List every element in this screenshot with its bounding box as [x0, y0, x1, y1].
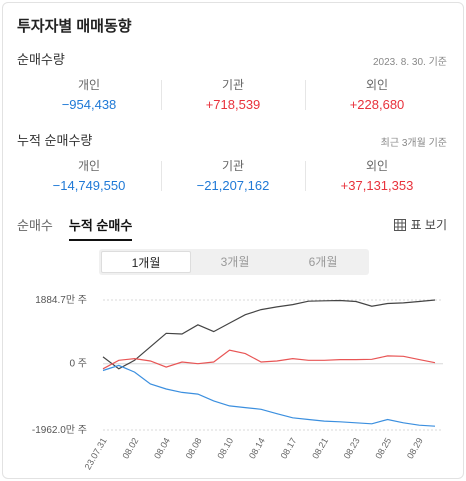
table-view-label: 표 보기 [410, 218, 447, 232]
cum-institution-value: −21,207,162 [196, 178, 270, 193]
x-tick-label: 08.08 [184, 436, 204, 461]
x-tick-label: 08.25 [373, 436, 393, 461]
x-tick-label: 08.29 [405, 436, 425, 461]
x-tick-label: 23.07.31 [83, 436, 109, 471]
net-foreign-value: +228,680 [349, 97, 405, 112]
period-3m[interactable]: 3개월 [220, 255, 250, 269]
series-line-foreign [102, 299, 436, 370]
series-line-institution [102, 349, 436, 370]
net-institution-label: 기관 [221, 78, 245, 92]
cumulative-net-buy-chart: 1884.7만 주 0 주 -1962.0만 주 23.07.31 08.02 08.0… [32, 294, 443, 471]
cum-individual-label: 개인 [77, 159, 101, 173]
chart-lines [102, 299, 436, 427]
x-tick-label: 08.23 [342, 436, 362, 461]
net-foreign: 외인 +228,680 [305, 76, 449, 114]
y-axis-labels: 1884.7만 주 0 주 -1962.0만 주 [32, 294, 87, 436]
net-individual-label: 개인 [77, 78, 101, 92]
x-axis-labels: 23.07.31 08.02 08.04 08.08 08.10 08.14 08.17 08… [83, 436, 425, 471]
net-individual-value: −954,438 [61, 97, 117, 112]
tab-cumulative-net-buy[interactable]: 누적 순매수 [68, 215, 133, 241]
cum-individual: 개인 −14,749,550 [17, 157, 161, 195]
x-tick-label: 08.02 [120, 436, 140, 461]
x-tick-label: 08.21 [310, 436, 330, 461]
net-volume-date: 2023. 8. 30. 기준 [372, 57, 447, 68]
card-title: 투자자별 매매동향 [17, 18, 132, 35]
net-volume-label: 순매수량 [17, 52, 65, 67]
tab-net-buy[interactable]: 순매수 [17, 218, 53, 233]
y-tick-label: -1962.0만 주 [32, 424, 87, 436]
cum-institution-label: 기관 [221, 159, 245, 173]
net-volume-row: 개인 −954,438 기관 +718,539 외인 +228,680 [17, 76, 449, 114]
table-view-button[interactable]: 표 보기 [393, 216, 447, 233]
table-icon [393, 218, 406, 231]
net-institution: 기관 +718,539 [161, 76, 305, 114]
period-selector: 1개월 3개월 6개월 [99, 249, 369, 275]
chart-grid [103, 299, 443, 431]
x-tick-label: 08.14 [247, 436, 267, 461]
cum-foreign: 외인 +37,131,353 [305, 157, 449, 195]
cumulative-volume-note: 최근 3개월 기준 [380, 138, 447, 149]
cumulative-volume-label: 누적 순매수량 [17, 133, 93, 148]
period-1m[interactable]: 1개월 [101, 251, 191, 273]
cum-individual-value: −14,749,550 [52, 178, 126, 193]
x-tick-label: 08.04 [152, 436, 172, 461]
cumulative-volume-row: 개인 −14,749,550 기관 −21,207,162 외인 +37,131… [17, 157, 449, 195]
net-individual: 개인 −954,438 [17, 76, 161, 114]
cum-institution: 기관 −21,207,162 [161, 157, 305, 195]
series-line-individual [102, 364, 436, 427]
x-tick-label: 08.17 [279, 436, 299, 461]
chart-tabs: 순매수 누적 순매수 [17, 215, 133, 241]
y-tick-label: 1884.7만 주 [35, 294, 87, 306]
net-foreign-label: 외인 [365, 78, 389, 92]
cum-foreign-label: 외인 [365, 159, 389, 173]
net-institution-value: +718,539 [205, 97, 261, 112]
cum-foreign-value: +37,131,353 [340, 178, 414, 193]
x-tick-label: 08.10 [215, 436, 235, 461]
period-6m[interactable]: 6개월 [308, 255, 338, 269]
y-tick-label: 0 주 [69, 359, 87, 370]
